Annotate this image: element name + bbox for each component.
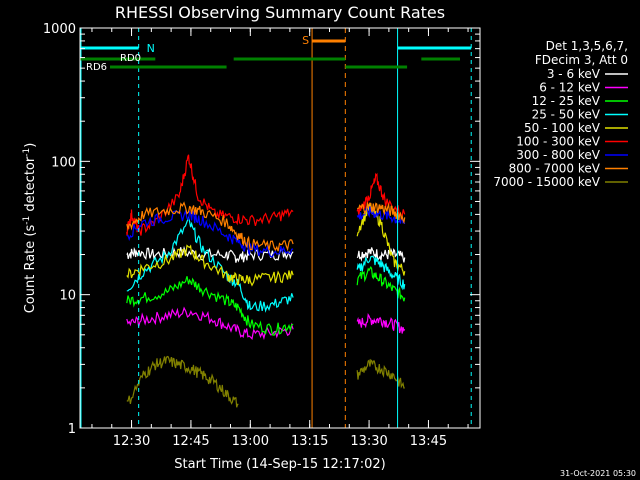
series-line-7-1 [357, 202, 406, 225]
series-line-8-0 [126, 355, 239, 408]
night-label: N [147, 42, 155, 55]
series-line-6-0 [126, 209, 294, 258]
legend-header-2: FDecim 3, Att 0 [535, 53, 628, 67]
annotation-layer: N S RD0 RD6 [80, 28, 472, 428]
legend-header-1: Det 1,3,5,6,7, [546, 39, 628, 53]
x-axis-label: Start Time (14-Sep-15 12:17:02) [174, 457, 385, 472]
x-tick-label: 13:45 [410, 434, 447, 449]
series-line-4-1 [356, 202, 406, 276]
legend-label: 50 - 100 keV [524, 121, 601, 135]
legend-label: 7000 - 15000 keV [493, 175, 600, 189]
y-axis-label-main: Count Rate (s [23, 225, 38, 314]
legend-label: 3 - 6 keV [547, 67, 601, 81]
y-axis-label-sup2: -1 [22, 148, 32, 157]
series-line-7-0 [126, 201, 294, 252]
series-line-1-0 [126, 306, 294, 341]
series-line-2-0 [126, 276, 294, 336]
y-axis-label-end: ) [23, 143, 38, 148]
legend-label: 300 - 800 keV [516, 148, 600, 162]
axes-layer: 12:30 12:45 13:00 13:15 13:30 13:45 1 10 100 1000 [43, 22, 481, 449]
y-tick-label: 1000 [43, 22, 76, 37]
plot-frame [79, 27, 481, 429]
x-tick-label: 13:15 [291, 434, 328, 449]
y-axis-label: Count Rate (s-1 detector-1) [22, 143, 38, 314]
footer-date: 31-Oct-2021 05:30 [560, 469, 636, 478]
x-tick-label: 13:00 [232, 434, 269, 449]
x-tick-label: 13:30 [350, 434, 387, 449]
series-line-3-1 [356, 255, 406, 291]
series-line-8-1 [356, 358, 405, 389]
y-tick-label: 100 [51, 155, 76, 170]
rd0-label: RD0 [120, 53, 141, 64]
chart-title: RHESSI Observing Summary Count Rates [115, 3, 445, 22]
series-layer [126, 154, 406, 408]
y-axis-label-sup1: -1 [22, 216, 32, 225]
series-line-2-1 [356, 266, 406, 302]
series-line-0-0 [126, 245, 294, 263]
series-line-1-1 [356, 312, 406, 334]
rd6-label: RD6 [86, 62, 107, 73]
legend: Det 1,3,5,6,7, FDecim 3, Att 0 3 - 6 keV… [493, 39, 628, 189]
legend-label: 12 - 25 keV [532, 94, 601, 108]
legend-label: 6 - 12 keV [539, 81, 601, 95]
y-axis-label-mid: detector [23, 156, 38, 216]
legend-label: 100 - 300 keV [516, 135, 600, 149]
legend-label: 25 - 50 keV [532, 108, 601, 122]
y-tick-label: 10 [59, 289, 76, 304]
series-line-4-0 [126, 244, 294, 287]
x-tick-label: 12:30 [113, 434, 150, 449]
y-tick-label: 1 [68, 422, 76, 437]
x-tick-label: 12:45 [172, 434, 209, 449]
saa-label: S [302, 34, 309, 47]
legend-label: 800 - 7000 keV [509, 162, 601, 176]
